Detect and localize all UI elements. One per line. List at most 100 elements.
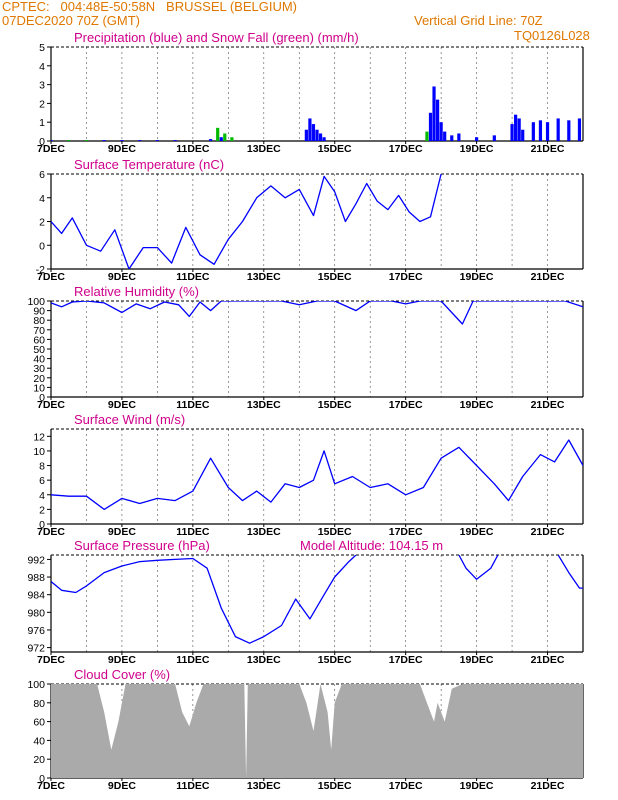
x-tick-label: 15DEC bbox=[318, 399, 352, 411]
y-tick-label: 40 bbox=[33, 735, 45, 747]
y-tick-label: 984 bbox=[27, 590, 45, 602]
x-tick-label: 21DEC bbox=[531, 271, 565, 283]
x-tick-label: 9DEC bbox=[108, 399, 136, 411]
y-tick-label: 0 bbox=[39, 773, 45, 785]
series-line bbox=[51, 439, 583, 511]
x-tick-label: 19DEC bbox=[460, 399, 494, 411]
x-tick-label: 17DEC bbox=[389, 780, 423, 792]
x-tick-label: 11DEC bbox=[176, 399, 210, 411]
panel-title: Surface Temperature (nC) bbox=[74, 157, 224, 172]
panel-6: 0 20 40 60 80 100 7DEC 9DEC 11DEC 13DEC 15DEC 17DEC… bbox=[27, 667, 584, 792]
y-tick-label: 980 bbox=[27, 607, 45, 619]
x-tick-label: 7DEC bbox=[37, 399, 65, 411]
panel-annotation: Model Altitude: 104.15 m bbox=[300, 538, 443, 553]
panel-title: Surface Pressure (hPa) bbox=[74, 538, 210, 553]
y-tick-label: 8 bbox=[39, 461, 45, 473]
plot-area bbox=[51, 555, 583, 644]
precip-bar bbox=[545, 122, 550, 141]
precip-bar bbox=[577, 118, 582, 141]
x-tick-label: 17DEC bbox=[389, 143, 423, 155]
x-tick-label: 15DEC bbox=[318, 271, 352, 283]
x-tick-label: 7DEC bbox=[37, 271, 65, 283]
precip-bar bbox=[428, 112, 433, 141]
x-tick-label: 21DEC bbox=[531, 526, 565, 538]
precip-bar bbox=[173, 140, 177, 141]
x-tick-label: 9DEC bbox=[108, 271, 136, 283]
series-line bbox=[458, 555, 499, 580]
y-tick-label: 988 bbox=[27, 572, 45, 584]
precip-bar bbox=[531, 122, 535, 141]
header-code: TQ0126L028 bbox=[514, 28, 590, 43]
x-tick-label: 17DEC bbox=[389, 654, 423, 666]
x-tick-label: 17DEC bbox=[389, 271, 423, 283]
series-line bbox=[51, 174, 442, 269]
x-tick-label: 15DEC bbox=[318, 654, 352, 666]
y-tick-label: 2 bbox=[39, 217, 45, 229]
y-tick-label: 0 bbox=[39, 136, 45, 148]
precip-bar bbox=[432, 86, 436, 141]
plot-area bbox=[51, 684, 583, 778]
x-tick-label: 19DEC bbox=[460, 143, 494, 155]
y-tick-label: 20 bbox=[33, 373, 45, 385]
precip-bar bbox=[425, 131, 429, 141]
precip-bar bbox=[322, 137, 326, 141]
y-tick-label: 60 bbox=[33, 717, 45, 729]
panel-title: Precipitation (blue) and Snow Fall (gree… bbox=[74, 30, 359, 45]
y-tick-label: 50 bbox=[33, 344, 45, 356]
panel-title: Cloud Cover (%) bbox=[74, 667, 170, 682]
header-station: CPTEC: 004:48E-50:58N BRUSSEL (BELGIUM) bbox=[2, 0, 298, 14]
x-tick-label: 15DEC bbox=[318, 143, 352, 155]
series-line bbox=[557, 555, 583, 589]
plot-area bbox=[51, 301, 583, 325]
precip-bar bbox=[538, 120, 543, 141]
precip-bar bbox=[138, 140, 142, 141]
y-tick-label: 4 bbox=[39, 193, 45, 205]
precip-bar bbox=[443, 131, 447, 141]
precip-bar bbox=[84, 140, 89, 141]
cloud-area bbox=[51, 684, 583, 778]
precip-bar bbox=[311, 124, 316, 141]
y-tick-label: 100 bbox=[27, 679, 45, 691]
y-tick-label: 972 bbox=[27, 643, 45, 655]
precip-bar bbox=[102, 140, 106, 141]
y-tick-label: 30 bbox=[33, 363, 45, 375]
panel-4: 0 2 4 6 8 10 12 7DEC 9DEC 11DEC 13DEC 15DEC 17DEC 19D… bbox=[33, 412, 584, 538]
header-date: 07DEC2020 70Z (GMT) bbox=[2, 13, 140, 28]
precip-bar bbox=[209, 139, 213, 141]
x-tick-label: 15DEC bbox=[318, 526, 352, 538]
precip-bar bbox=[556, 118, 560, 141]
y-tick-label: 2 bbox=[39, 504, 45, 516]
x-tick-label: 11DEC bbox=[176, 271, 210, 283]
x-tick-label: 17DEC bbox=[389, 399, 423, 411]
y-tick-label: 5 bbox=[39, 42, 45, 54]
precip-bar bbox=[155, 140, 159, 141]
y-tick-label: 2 bbox=[39, 98, 45, 110]
y-tick-label: 4 bbox=[39, 61, 45, 73]
precip-bar bbox=[514, 114, 518, 141]
panel-2: -2 0 2 4 6 7DEC 9DEC 11DEC 13DEC 15DEC 17DEC 19DEC 2… bbox=[36, 157, 584, 283]
x-tick-label: 9DEC bbox=[108, 143, 136, 155]
x-tick-label: 21DEC bbox=[531, 399, 565, 411]
x-tick-label: 13DEC bbox=[247, 143, 281, 155]
precip-bar bbox=[439, 122, 443, 141]
plot-area bbox=[51, 174, 442, 269]
precip-bar bbox=[517, 118, 521, 141]
panel-title: Relative Humidity (%) bbox=[74, 284, 199, 299]
panel-5: 972 976 980 984 988 992 7DEC 9DEC 11DEC 13DEC 15DE… bbox=[27, 538, 584, 666]
header-grid-note: Vertical Grid Line: 70Z bbox=[414, 13, 543, 28]
precip-bar bbox=[567, 120, 571, 141]
x-tick-label: 9DEC bbox=[108, 526, 136, 538]
x-tick-label: 11DEC bbox=[176, 526, 210, 538]
x-tick-label: 13DEC bbox=[247, 654, 281, 666]
y-tick-label: 4 bbox=[39, 490, 45, 502]
series-line bbox=[51, 301, 583, 325]
precip-bar bbox=[308, 118, 312, 141]
y-tick-label: 80 bbox=[33, 698, 45, 710]
x-tick-label: 19DEC bbox=[460, 526, 494, 538]
y-tick-label: 10 bbox=[33, 446, 45, 458]
y-tick-label: 0 bbox=[39, 392, 45, 404]
precip-bar bbox=[450, 135, 454, 141]
y-tick-label: 10 bbox=[33, 382, 45, 394]
